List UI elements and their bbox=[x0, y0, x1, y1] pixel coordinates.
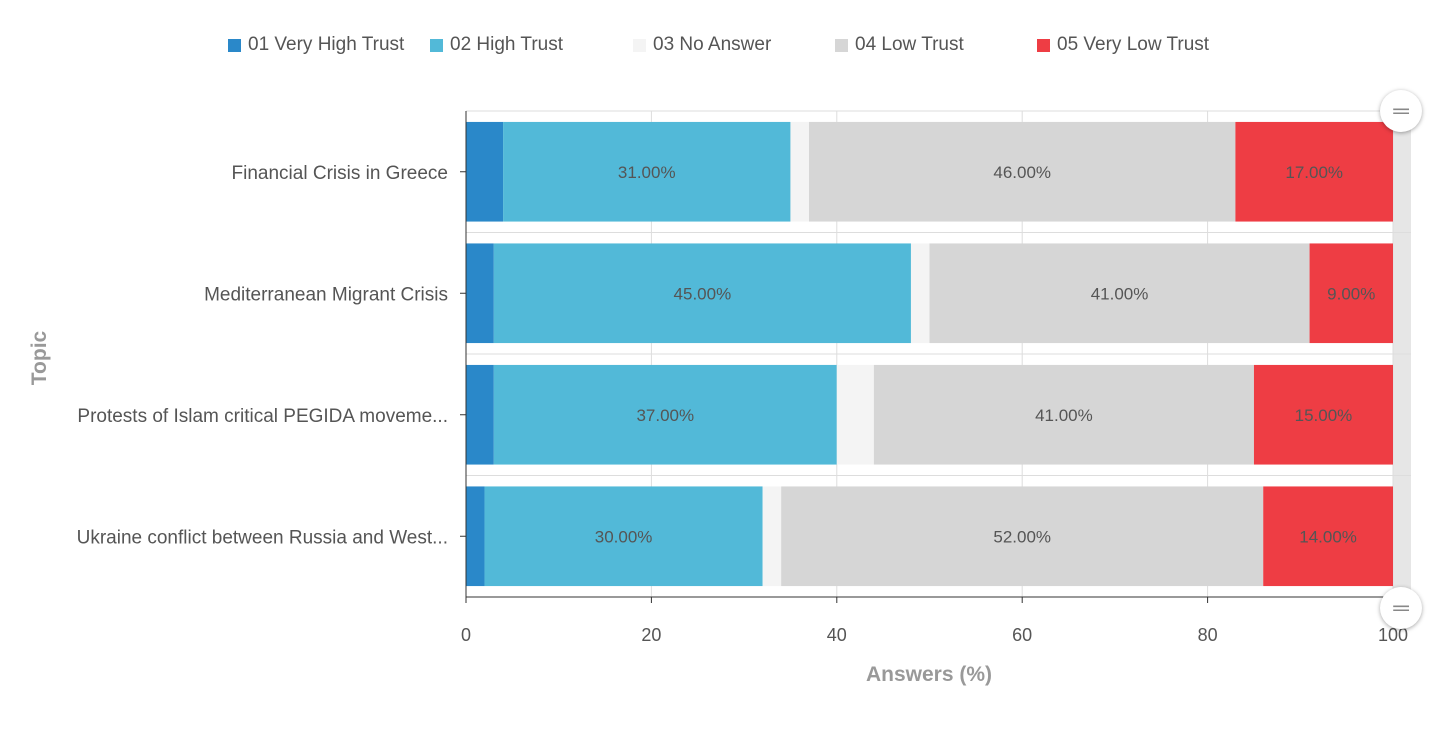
bar-segment[interactable] bbox=[503, 121, 791, 222]
bar-value-label: 52.00% bbox=[993, 527, 1051, 546]
bar-segment[interactable] bbox=[1263, 486, 1393, 587]
bar-segment[interactable] bbox=[1235, 121, 1393, 222]
bar-segment[interactable] bbox=[873, 364, 1254, 465]
legend-label: 05 Very Low Trust bbox=[1057, 34, 1210, 55]
x-tick-label: 100 bbox=[1378, 625, 1408, 645]
bar-value-label: 14.00% bbox=[1299, 527, 1357, 546]
drag-handle-icon: ═ bbox=[1393, 98, 1409, 123]
chart-legend: 01 Very High Trust 02 High Trust 03 No A… bbox=[0, 34, 1456, 58]
bar-segment[interactable] bbox=[1309, 243, 1393, 344]
x-axis-title: Answers (%) bbox=[866, 663, 992, 686]
legend-label: 01 Very High Trust bbox=[248, 34, 405, 55]
bar-value-label: 45.00% bbox=[674, 284, 732, 303]
bar-segment[interactable] bbox=[808, 121, 1236, 222]
legend-item-very-low-trust[interactable]: 05 Very Low Trust bbox=[1037, 34, 1209, 56]
legend-swatch bbox=[835, 38, 848, 52]
bar-segment[interactable] bbox=[790, 121, 809, 222]
axes: 0 20 40 60 80 100 Financial Crisis in Greece Me… bbox=[77, 111, 1408, 645]
bar-segment[interactable] bbox=[836, 364, 874, 465]
bar-value-label: 37.00% bbox=[636, 406, 694, 425]
scrollbar-bottom-handle[interactable]: ═ bbox=[1380, 587, 1422, 629]
bar-segment[interactable] bbox=[781, 486, 1264, 587]
legend-label: 02 High Trust bbox=[450, 34, 563, 55]
bar-segment[interactable] bbox=[466, 486, 485, 587]
legend-label: 04 Low Trust bbox=[855, 34, 964, 55]
drag-handle-icon: ═ bbox=[1393, 595, 1409, 620]
category-label: Financial Crisis in Greece bbox=[232, 163, 448, 184]
legend-item-low-trust[interactable]: 04 Low Trust bbox=[835, 34, 964, 56]
bar-segment[interactable] bbox=[762, 486, 782, 587]
bar-segment[interactable] bbox=[1253, 364, 1393, 465]
bar-segment[interactable] bbox=[910, 243, 930, 344]
bar-value-label: 15.00% bbox=[1295, 406, 1353, 425]
y-axis-title: Topic bbox=[28, 330, 51, 385]
bar-value-label: 31.00% bbox=[618, 163, 676, 182]
category-label: Ukraine conflict between Russia and West… bbox=[77, 527, 448, 548]
legend-swatch bbox=[430, 38, 443, 52]
bar-segment[interactable] bbox=[466, 364, 494, 465]
category-label: Mediterranean Migrant Crisis bbox=[204, 284, 448, 305]
bar-value-label: 41.00% bbox=[1035, 406, 1093, 425]
bar-segment[interactable] bbox=[466, 243, 494, 344]
bar-segment[interactable] bbox=[929, 243, 1310, 344]
bar-value-label: 17.00% bbox=[1285, 163, 1343, 182]
x-tick-label: 40 bbox=[827, 625, 847, 645]
data-labels: 31.00% 46.00% 17.00% 45.00% 41.00% 9.00% 37.00… bbox=[595, 163, 1376, 547]
bar-value-label: 46.00% bbox=[993, 163, 1051, 182]
legend-label: 03 No Answer bbox=[653, 34, 772, 55]
x-tick-label: 0 bbox=[461, 625, 471, 645]
bar-value-label: 30.00% bbox=[595, 527, 653, 546]
legend-item-high-trust[interactable]: 02 High Trust bbox=[430, 34, 563, 56]
bar-segment[interactable] bbox=[466, 121, 504, 222]
x-tick-label: 20 bbox=[641, 625, 661, 645]
bar-series bbox=[466, 121, 1393, 587]
legend-swatch bbox=[1037, 38, 1050, 52]
bar-value-label: 41.00% bbox=[1091, 284, 1149, 303]
scrollbar-top-handle[interactable]: ═ bbox=[1380, 90, 1422, 132]
legend-item-very-high-trust[interactable]: 01 Very High Trust bbox=[228, 34, 404, 56]
bar-segment[interactable] bbox=[493, 243, 911, 344]
legend-swatch bbox=[633, 38, 646, 52]
bar-segment[interactable] bbox=[493, 364, 837, 465]
legend-swatch bbox=[228, 38, 241, 52]
category-label: Protests of Islam critical PEGIDA moveme… bbox=[77, 406, 448, 427]
bar-segment[interactable] bbox=[484, 486, 763, 587]
x-tick-label: 60 bbox=[1012, 625, 1032, 645]
legend-item-no-answer[interactable]: 03 No Answer bbox=[633, 34, 771, 56]
x-tick-label: 80 bbox=[1198, 625, 1218, 645]
bar-value-label: 9.00% bbox=[1327, 284, 1375, 303]
